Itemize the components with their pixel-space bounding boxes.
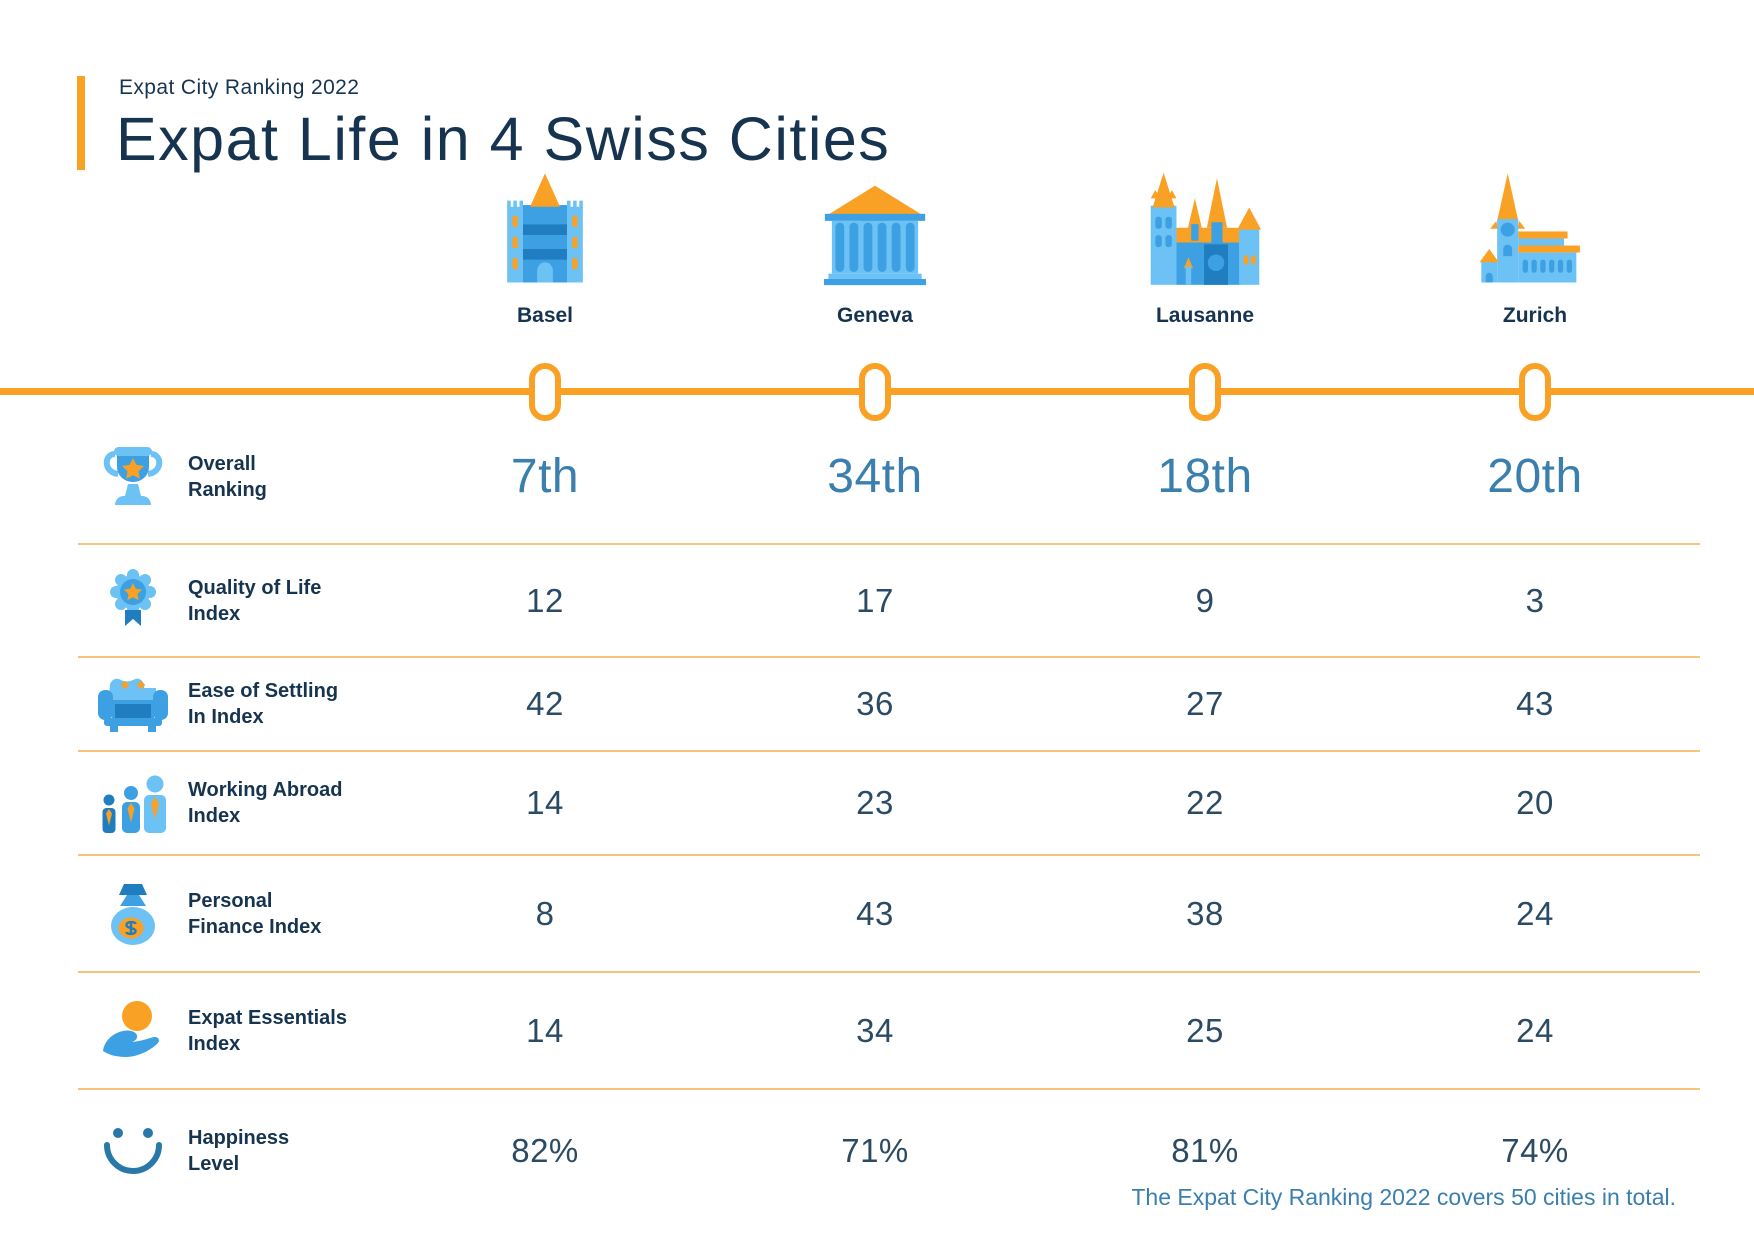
row-label: Working Abroad Index bbox=[188, 779, 343, 827]
value-cell: 12 bbox=[526, 581, 564, 619]
timeline-marker bbox=[1189, 363, 1221, 421]
value-cell: 14 bbox=[526, 784, 564, 821]
value-cell: 82% bbox=[511, 1132, 579, 1169]
value-cell: 34 bbox=[856, 1011, 894, 1049]
row-quality-of-life: Quality of Life Index 12 17 9 3 bbox=[78, 545, 1700, 658]
city-column-geneva: Geneva bbox=[710, 178, 1040, 328]
value-cell: 17 bbox=[856, 581, 894, 619]
value-cell: 74% bbox=[1501, 1132, 1569, 1169]
value-cell: 43 bbox=[856, 894, 894, 932]
row-header: Happiness Level bbox=[78, 1124, 380, 1178]
value-cell: 43 bbox=[1516, 685, 1554, 722]
city-label: Basel bbox=[516, 304, 574, 327]
value-cell: 22 bbox=[1186, 784, 1224, 821]
people-icon bbox=[78, 772, 188, 834]
value-cell: 3 bbox=[1525, 581, 1545, 619]
value-cell: 34th bbox=[827, 450, 923, 503]
value-cell: 18th bbox=[1157, 450, 1253, 503]
row-overall-ranking: Overall Ranking 7th 34th 18th 20th bbox=[78, 396, 1700, 545]
city-column-zurich: Zurich bbox=[1370, 173, 1700, 328]
money-bag-icon bbox=[78, 882, 188, 946]
value-cell: 24 bbox=[1516, 894, 1554, 932]
row-label: Ease of Settling In Index bbox=[188, 680, 339, 728]
row-ease-of-settling-in: Ease of Settling In Index 42 36 27 43 bbox=[78, 658, 1700, 752]
zurich-skyline-icon bbox=[1469, 168, 1601, 294]
row-header: Personal Finance Index bbox=[78, 882, 380, 946]
value-cell: 20 bbox=[1516, 784, 1554, 821]
value-cell: 9 bbox=[1195, 581, 1215, 619]
value-cell: 81% bbox=[1171, 1132, 1239, 1169]
rosette-icon bbox=[78, 566, 188, 636]
smiley-icon bbox=[78, 1124, 188, 1178]
timeline-marker bbox=[859, 363, 891, 421]
city-column-basel: Basel bbox=[380, 173, 710, 328]
comparison-table: Overall Ranking 7th 34th 18th 20th bbox=[78, 396, 1700, 1212]
value-cell: 27 bbox=[1186, 685, 1224, 722]
value-cell: 23 bbox=[856, 784, 894, 821]
armchair-icon bbox=[78, 674, 188, 734]
accent-bar bbox=[77, 76, 85, 170]
value-cell: 36 bbox=[856, 685, 894, 722]
row-header: Working Abroad Index bbox=[78, 772, 380, 834]
footer-note: The Expat City Ranking 2022 covers 50 ci… bbox=[1131, 1184, 1676, 1210]
row-label: Quality of Life Index bbox=[188, 576, 322, 625]
city-label: Geneva bbox=[837, 304, 913, 327]
value-cell: 7th bbox=[510, 450, 580, 503]
row-expat-essentials: Expat Essentials Index 14 34 25 24 bbox=[78, 973, 1700, 1090]
row-header: Expat Essentials Index bbox=[78, 999, 380, 1063]
city-header-row: Basel Geneva bbox=[380, 172, 1700, 328]
lausanne-skyline-icon bbox=[1136, 168, 1274, 294]
hand-coin-icon bbox=[78, 999, 188, 1063]
value-cell: 71% bbox=[841, 1132, 909, 1169]
city-label: Lausanne bbox=[1155, 304, 1255, 327]
value-cell: 8 bbox=[535, 894, 555, 932]
row-header: Quality of Life Index bbox=[78, 566, 380, 636]
value-cell: 14 bbox=[526, 1011, 564, 1049]
value-cell: 20th bbox=[1487, 450, 1583, 503]
value-cell: 25 bbox=[1186, 1011, 1224, 1049]
value-cell: 38 bbox=[1186, 894, 1224, 932]
value-cell: 24 bbox=[1516, 1011, 1554, 1049]
row-label: Personal Finance Index bbox=[188, 889, 322, 938]
row-header: Overall Ranking bbox=[78, 441, 380, 513]
row-label: Happiness Level bbox=[188, 1127, 290, 1175]
row-header: Ease of Settling In Index bbox=[78, 674, 380, 734]
row-label: Expat Essentials Index bbox=[188, 1006, 347, 1055]
value-cell: 42 bbox=[526, 685, 564, 722]
city-column-lausanne: Lausanne bbox=[1040, 172, 1370, 328]
row-working-abroad: Working Abroad Index 14 23 22 20 bbox=[78, 752, 1700, 856]
row-label: Overall Ranking bbox=[188, 452, 267, 501]
trophy-icon bbox=[78, 441, 188, 513]
basel-skyline-icon bbox=[479, 168, 611, 294]
timeline-marker bbox=[1519, 363, 1551, 421]
row-personal-finance: Personal Finance Index 8 43 38 24 bbox=[78, 856, 1700, 973]
eyebrow-text: Expat City Ranking 2022 bbox=[119, 76, 360, 99]
row-happiness-level: Happiness Level 82% 71% 81% 74% bbox=[78, 1090, 1700, 1212]
page-title: Expat Life in 4 Swiss Cities bbox=[116, 105, 891, 173]
timeline-marker bbox=[529, 363, 561, 421]
city-label: Zurich bbox=[1502, 304, 1568, 327]
geneva-skyline-icon bbox=[809, 168, 941, 294]
